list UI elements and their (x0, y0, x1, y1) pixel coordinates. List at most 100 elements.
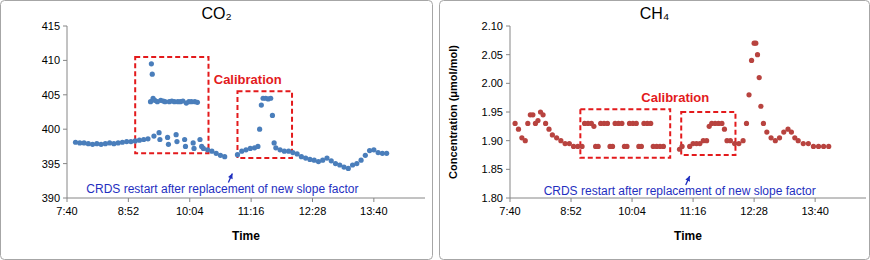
data-point (151, 133, 156, 138)
data-point (728, 138, 733, 143)
data-point (165, 135, 170, 140)
data-point (619, 121, 624, 126)
y-tick-label: 1.95 (482, 106, 503, 118)
data-point (535, 118, 540, 123)
data-point (363, 153, 368, 158)
y-tick (63, 94, 67, 95)
x-tick (128, 198, 129, 202)
y-tick-label: 400 (42, 123, 60, 135)
x-tick-label: 11:16 (238, 205, 265, 217)
data-point (156, 130, 161, 135)
data-point (384, 151, 389, 156)
data-point (255, 144, 260, 149)
data-point (546, 127, 551, 132)
data-point (796, 138, 801, 143)
data-point (826, 144, 831, 149)
data-point (634, 121, 639, 126)
data-point (174, 139, 179, 144)
y-tick-label: 2.05 (482, 49, 503, 61)
panel-border (1, 1, 433, 260)
data-point (540, 112, 545, 117)
x-tick (373, 198, 374, 202)
data-point (579, 144, 584, 149)
data-point (736, 141, 741, 146)
data-point (358, 158, 363, 163)
data-point (567, 141, 572, 146)
y-tick (506, 169, 510, 170)
x-tick (251, 198, 252, 202)
annotation-arrowhead (228, 174, 233, 180)
data-point (512, 121, 517, 126)
data-point (354, 161, 359, 166)
data-point (197, 137, 202, 142)
x-tick-label: 13:40 (360, 205, 388, 217)
data-point (755, 52, 760, 57)
x-tick-label: 8:52 (560, 205, 581, 217)
data-point (145, 136, 150, 141)
y-tick-label: 2.00 (482, 77, 503, 89)
data-point (371, 147, 376, 152)
x-tick (693, 198, 694, 202)
data-point (704, 138, 709, 143)
data-point (816, 144, 821, 149)
data-points (512, 41, 831, 152)
data-point (525, 121, 530, 126)
data-point (329, 158, 334, 163)
data-point (768, 135, 773, 140)
data-point (719, 121, 724, 126)
highlight-region (681, 112, 735, 155)
chart-title: CH₄ (640, 5, 670, 22)
data-point (811, 144, 816, 149)
y-tick-label: 410 (42, 54, 60, 66)
y-tick (506, 198, 510, 199)
annotation-text: CRDS restart after replacement of new sl… (86, 182, 358, 196)
data-point (753, 41, 758, 46)
data-point (191, 146, 196, 151)
x-tick-label: 10:04 (618, 205, 646, 217)
data-point (648, 121, 653, 126)
data-point (166, 142, 171, 147)
y-tick-label: 405 (42, 89, 60, 101)
data-point (222, 154, 227, 159)
data-point (174, 132, 179, 137)
data-point (821, 144, 826, 149)
x-tick-label: 11:16 (680, 205, 707, 217)
x-tick (67, 198, 68, 202)
data-point (157, 137, 162, 142)
y-tick (63, 163, 67, 164)
data-point (744, 121, 749, 126)
x-tick-label: 7:40 (56, 205, 77, 217)
y-axis-title: Concentration (μmol/mol) (447, 45, 459, 179)
data-point (295, 151, 300, 156)
data-point (806, 141, 811, 146)
annotation-label: Calibration (214, 72, 282, 87)
y-tick (63, 129, 67, 130)
data-point (746, 92, 751, 97)
data-point (183, 144, 188, 149)
x-axis-title: Time (674, 229, 702, 243)
annotation-text: CRDS restart after replacement of new sl… (544, 184, 816, 198)
x-tick-label: 10:04 (176, 205, 204, 217)
data-point (235, 152, 240, 157)
y-tick (506, 54, 510, 55)
highlight-region (135, 57, 208, 153)
y-tick (63, 60, 67, 61)
data-point (722, 127, 727, 132)
data-point (757, 75, 762, 80)
x-tick (632, 198, 633, 202)
data-point (773, 138, 778, 143)
data-point (777, 135, 782, 140)
data-point (605, 121, 610, 126)
x-tick (754, 198, 755, 202)
y-tick-label: 390 (42, 192, 60, 204)
data-point (257, 127, 262, 132)
y-tick (506, 140, 510, 141)
y-axis-line (67, 26, 68, 198)
data-point (268, 96, 273, 101)
x-axis-line (67, 198, 425, 199)
x-tick (189, 198, 190, 202)
data-point (149, 61, 154, 66)
data-point (346, 166, 351, 171)
y-tick (506, 83, 510, 84)
y-tick-label: 2.10 (482, 20, 503, 32)
